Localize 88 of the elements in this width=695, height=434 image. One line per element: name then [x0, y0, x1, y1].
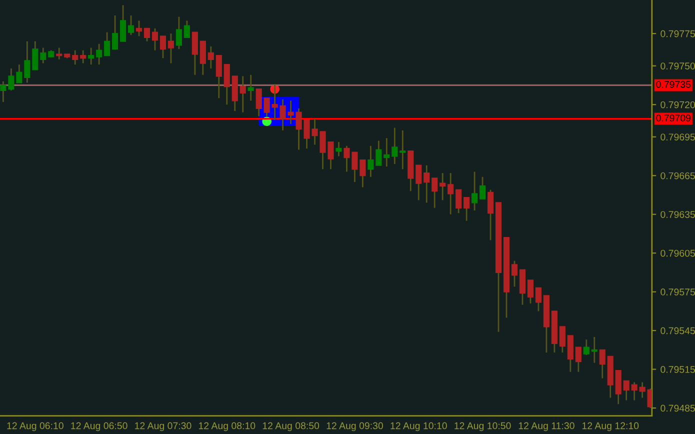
candlestick — [256, 88, 262, 117]
candlestick — [639, 382, 646, 398]
candlestick — [599, 349, 606, 380]
candlestick — [192, 32, 198, 76]
candlestick — [104, 32, 110, 56]
candlestick — [56, 47, 62, 60]
x-tick-label: 12 Aug 08:10 — [198, 422, 256, 432]
x-tick-label: 12 Aug 09:30 — [326, 422, 383, 432]
candlestick — [376, 140, 382, 166]
x-tick-label: 12 Aug 06:10 — [7, 422, 64, 432]
y-tick-label: 0.79665 — [660, 172, 695, 180]
candlestick — [184, 20, 190, 38]
candlestick — [368, 145, 374, 178]
candlestick — [623, 380, 630, 401]
candlestick — [448, 172, 454, 216]
candlestick — [575, 346, 582, 373]
candlestick — [88, 47, 94, 66]
candlestick — [8, 68, 14, 92]
candlestick — [519, 269, 526, 306]
candlestick — [80, 50, 86, 64]
candlestick — [456, 189, 462, 214]
candlestick — [336, 141, 342, 157]
candlestick — [152, 28, 158, 52]
y-tick-label: 0.79775 — [660, 30, 695, 38]
candlestick — [176, 16, 182, 50]
x-tick-label: 12 Aug 10:50 — [454, 422, 511, 432]
y-tick-label: 0.79575 — [660, 288, 695, 296]
candlestick — [583, 338, 590, 356]
candlestick — [224, 64, 230, 106]
candlestick — [208, 46, 214, 70]
x-tick-label: 12 Aug 07:30 — [135, 422, 192, 432]
candlestick — [136, 20, 142, 37]
x-tick-label: 12 Aug 10:10 — [390, 422, 447, 432]
candlestick — [16, 64, 22, 84]
candlestick — [40, 47, 46, 64]
candlestick — [392, 127, 398, 165]
candlestick — [535, 287, 542, 312]
ref-line-label: 0.79735 — [656, 80, 691, 88]
y-tick-label: 0.79695 — [660, 134, 695, 140]
candlestick — [472, 171, 478, 212]
candlestick — [464, 196, 470, 222]
x-tick-label: 12 Aug 11:30 — [518, 422, 574, 432]
candlestick — [567, 335, 574, 373]
candlestick — [144, 28, 150, 42]
x-tick-label: 12 Aug 12:10 — [582, 422, 639, 432]
candlestick — [424, 164, 430, 204]
candlestick — [32, 40, 38, 70]
y-tick-label: 0.79720 — [660, 101, 695, 108]
candlestick — [248, 74, 254, 102]
candlestick — [128, 14, 134, 36]
y-tick-label: 0.79515 — [660, 366, 695, 373]
candlestick — [615, 370, 622, 405]
y-tick-label: 0.79545 — [660, 327, 695, 334]
candlestick — [288, 100, 294, 125]
candlestick — [120, 4, 126, 42]
candlestick — [200, 40, 206, 76]
x-tick-label: 12 Aug 06:50 — [71, 422, 128, 432]
candlestick — [488, 189, 494, 241]
candlestick — [527, 280, 534, 304]
candlestick — [160, 35, 166, 59]
candlestick — [96, 43, 102, 66]
candlestick — [416, 164, 422, 201]
candlestick — [480, 176, 486, 200]
candlestick — [432, 177, 438, 209]
candlestick — [216, 54, 222, 99]
candlestick — [264, 97, 270, 117]
candlestick — [440, 172, 446, 201]
candlestick — [168, 32, 174, 64]
candlestick — [559, 326, 566, 354]
candlestick — [280, 98, 286, 132]
ref-line-label: 0.79709 — [656, 114, 691, 122]
candlestick — [24, 40, 30, 84]
candlestick — [631, 382, 638, 401]
candlestick — [591, 336, 598, 364]
candlestick — [112, 14, 118, 50]
candlestick — [511, 260, 518, 288]
x-tick-label: 12 Aug 08:50 — [262, 422, 320, 432]
candlestick — [384, 137, 390, 168]
candlestick — [360, 159, 366, 188]
candlestick — [272, 83, 278, 121]
y-tick-label: 0.79750 — [660, 62, 695, 70]
y-tick-label: 0.79635 — [660, 211, 695, 218]
y-tick-label: 0.79605 — [660, 250, 695, 257]
candlestick — [400, 130, 406, 170]
candlestick — [72, 50, 78, 66]
candlestick — [0, 80, 6, 103]
y-tick-label: 0.79485 — [660, 404, 695, 412]
candlestick — [240, 75, 246, 114]
